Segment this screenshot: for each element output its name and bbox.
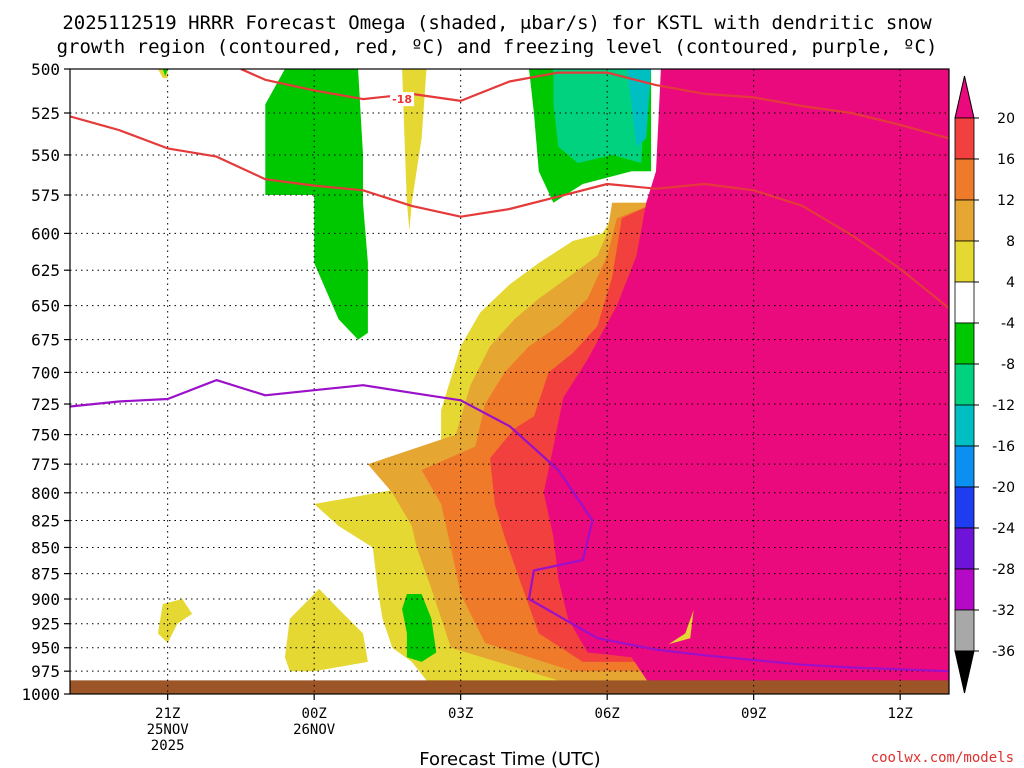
contour-label: -18	[392, 93, 412, 106]
x-tick-label: 25NOV	[147, 722, 190, 738]
colorbar-swatch	[954, 568, 975, 611]
source-credit[interactable]: coolwx.com/models	[871, 750, 1014, 766]
colorbar-label: 20	[997, 111, 1015, 127]
omega-region-ascent-small-2	[284, 588, 368, 672]
y-tick-label: 625	[31, 261, 60, 280]
y-tick-label: 950	[31, 639, 60, 658]
omega-region-descent-cyan	[626, 69, 652, 147]
colorbar-swatch	[954, 240, 975, 283]
colorbar-label: -8	[1001, 357, 1015, 373]
colorbar-swatch	[954, 486, 975, 529]
x-tick-label: 21Z	[155, 706, 180, 722]
y-tick-label: 675	[31, 331, 60, 350]
y-tick-label: 825	[31, 512, 60, 531]
colorbar-label: -20	[992, 480, 1015, 496]
colorbar-swatch	[954, 363, 975, 406]
chart-title-line2: growth region (contoured, red, ºC) and f…	[57, 36, 938, 58]
y-tick-label: 775	[31, 455, 60, 474]
x-tick-label: 03Z	[448, 706, 473, 722]
y-tick-label: 900	[31, 590, 60, 609]
colorbar-swatch	[954, 445, 975, 488]
colorbar-swatch	[954, 158, 975, 201]
grid-lines	[70, 69, 949, 694]
omega-region-descent-green-1	[265, 69, 368, 340]
colorbar-label: -4	[1001, 316, 1015, 332]
y-tick-label: 850	[31, 538, 60, 557]
y-tick-label: 650	[31, 297, 60, 316]
x-tick-label: 06Z	[595, 706, 620, 722]
x-axis-label: Forecast Time (UTC)	[419, 749, 600, 768]
y-tick-label: 525	[31, 104, 60, 123]
colorbar-swatch	[954, 281, 975, 324]
colorbar-label: 12	[997, 193, 1015, 209]
y-tick-label: 500	[31, 60, 60, 79]
contour-lines: -18	[70, 69, 949, 673]
omega-region-ascent-streak-mid	[402, 69, 427, 231]
colorbar-label: 8	[1006, 234, 1015, 250]
colorbar-label: -16	[992, 439, 1015, 455]
contour-line-0	[70, 115, 949, 310]
colorbar-swatch	[954, 322, 975, 365]
contour-line-1	[240, 69, 949, 140]
contour-line-2	[70, 379, 949, 673]
colorbar-label: -32	[992, 603, 1015, 619]
omega-region-descent-green-3	[402, 594, 437, 662]
y-tick-label: 700	[31, 363, 60, 382]
colorbar-swatch	[954, 527, 975, 570]
omega-region-descent-teal	[553, 69, 647, 164]
y-tick-label: 750	[31, 426, 60, 445]
colorbar-label: -36	[992, 644, 1015, 660]
y-tick-label: 800	[31, 484, 60, 503]
omega-region-descent-green-4	[162, 69, 168, 77]
terrain-layer	[70, 680, 949, 694]
colorbar-label: 4	[1006, 275, 1015, 291]
colorbar-swatch	[954, 199, 975, 242]
colorbar-swatch	[954, 117, 975, 160]
y-tick-label: 875	[31, 565, 60, 584]
y-tick-label: 725	[31, 395, 60, 414]
omega-shading	[157, 69, 949, 694]
omega-region-ascent-magenta	[543, 69, 949, 694]
x-tick-label: 12Z	[888, 706, 913, 722]
plot-area: -18	[69, 68, 950, 695]
y-tick-label: 1000	[21, 685, 60, 704]
colorbar-label: -28	[992, 562, 1015, 578]
y-tick-label: 600	[31, 224, 60, 243]
chart-title-line1: 2025112519 HRRR Forecast Omega (shaded, …	[62, 12, 932, 34]
y-tick-label: 550	[31, 146, 60, 165]
colorbar-label: 16	[997, 152, 1015, 168]
colorbar: 20 16 12 8 4 -4 -8 -12 -16 -20 -24 -28 -32 -36	[954, 75, 1015, 694]
colorbar-swatch	[954, 609, 975, 652]
plot-frame	[69, 68, 950, 695]
x-tick-label: 00Z	[302, 706, 327, 722]
omega-region-ascent-magenta-2	[656, 509, 949, 694]
colorbar-bottom-arrow	[954, 650, 975, 694]
x-tick-label: 26NOV	[293, 722, 336, 738]
y-tick-label: 925	[31, 615, 60, 634]
x-tick-label: 2025	[151, 738, 185, 754]
colorbar-top-arrow	[954, 75, 975, 119]
y-tick-label: 975	[31, 662, 60, 681]
contour-label-bg	[390, 92, 415, 107]
y-tick-label: 575	[31, 186, 60, 205]
terrain-ground	[70, 680, 949, 694]
y-axis: 500 525 550 575 600 625 650 675 700 725 750 775 800 8…	[21, 60, 70, 704]
colorbar-label: -12	[992, 398, 1015, 414]
omega-region-ascent-small-1	[157, 599, 193, 643]
x-tick-label: 09Z	[741, 706, 766, 722]
colorbar-swatch	[954, 404, 975, 447]
colorbar-label: -24	[992, 521, 1015, 537]
